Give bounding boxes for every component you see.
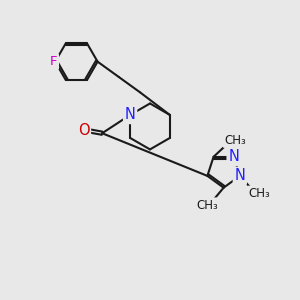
Text: F: F <box>50 55 58 68</box>
Text: CH₃: CH₃ <box>224 134 246 146</box>
Text: N: N <box>228 149 239 164</box>
Text: CH₃: CH₃ <box>196 199 218 212</box>
Text: O: O <box>78 123 89 138</box>
Text: N: N <box>234 168 245 183</box>
Text: CH₃: CH₃ <box>248 187 270 200</box>
Text: N: N <box>125 107 136 122</box>
